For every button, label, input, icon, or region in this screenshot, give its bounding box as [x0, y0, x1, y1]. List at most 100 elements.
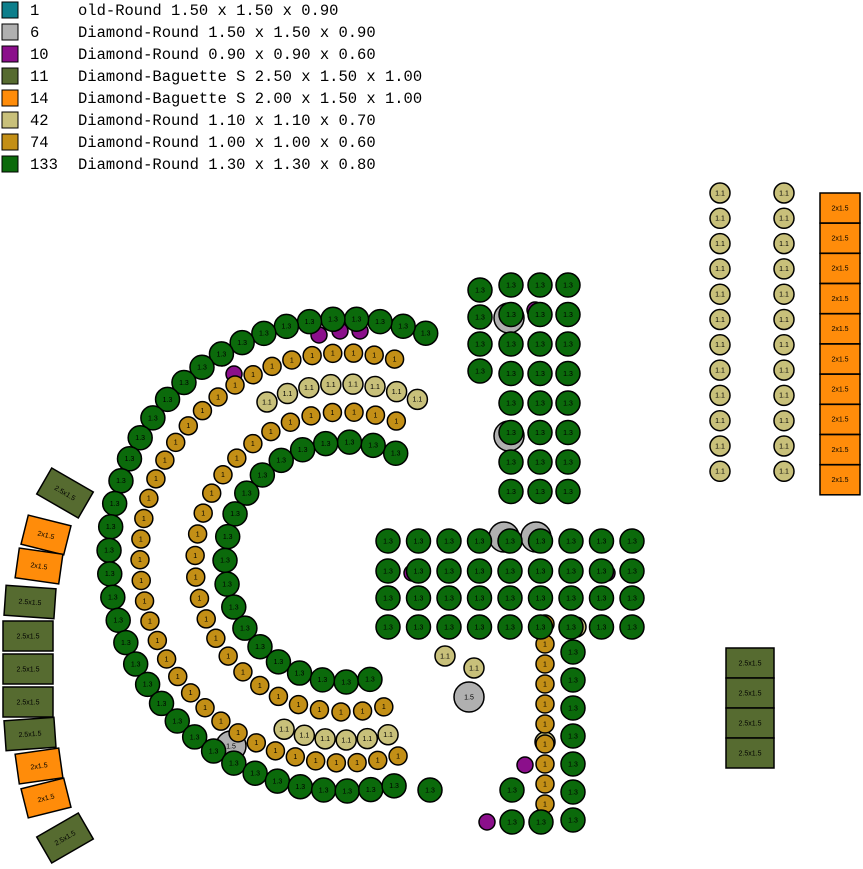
stone — [250, 675, 270, 696]
stone — [368, 750, 388, 771]
stone — [535, 734, 555, 754]
stone — [436, 614, 462, 640]
baguette: 2x1.5 — [20, 514, 72, 556]
stone — [134, 508, 154, 529]
stone — [535, 754, 555, 774]
stone-label: 1 — [543, 721, 547, 728]
stone-label: 1.3 — [366, 787, 376, 794]
stone-label: 1 — [297, 702, 301, 709]
stone-label: 1.3 — [536, 624, 546, 631]
legend-swatch — [1, 23, 19, 41]
stone-label: 1.3 — [505, 595, 515, 602]
stone-label: 1.3 — [108, 595, 118, 602]
legend-count: 10 — [30, 46, 49, 64]
stone-label: 1 — [543, 661, 547, 668]
stone-label: 2.5x1.5 — [17, 633, 40, 640]
stone — [273, 718, 295, 741]
stone-label: 1.3 — [104, 548, 114, 555]
stone-label: 1.1 — [715, 266, 725, 273]
stone-label: 1.1 — [779, 342, 789, 349]
stone-label: 1.1 — [779, 266, 789, 273]
stone — [453, 681, 485, 713]
stone-label: 1.3 — [295, 784, 305, 791]
stone-label: 2x1.5 — [831, 326, 848, 333]
stone-label: 1.3 — [341, 679, 351, 686]
stone — [773, 207, 795, 230]
stone — [535, 714, 555, 734]
stone-label: 1 — [241, 669, 245, 676]
stone-label: 1.3 — [505, 538, 515, 545]
stone — [535, 694, 555, 714]
stone — [725, 737, 775, 769]
stone — [405, 614, 432, 640]
stone — [134, 591, 155, 611]
stone-label: 1 — [176, 674, 180, 681]
stone-label: 1.1 — [715, 190, 725, 197]
stone-label: 1.1 — [779, 317, 789, 324]
stone — [286, 660, 313, 686]
stone-label: 2.5x1.5 — [739, 750, 762, 757]
stone — [293, 724, 316, 747]
stone-label: 1.3 — [229, 761, 239, 768]
stone — [381, 773, 407, 799]
stone — [193, 503, 213, 523]
stone-label: 1.3 — [536, 568, 546, 575]
stone-label: 1 — [155, 638, 159, 645]
stone — [535, 674, 555, 694]
stone — [497, 558, 523, 584]
stone-label: 1.3 — [535, 312, 545, 319]
stone — [228, 723, 248, 743]
stone-label: 1 — [189, 690, 193, 697]
stone-label: 1 — [543, 801, 547, 808]
stone-label: 1.3 — [295, 670, 305, 677]
stone-label: 1 — [251, 441, 255, 448]
stone — [365, 405, 386, 425]
stone — [497, 585, 523, 611]
stone-label: 1.3 — [421, 331, 431, 338]
baguette: 2x1.5 — [819, 464, 861, 496]
stone-label: 1.3 — [342, 788, 352, 795]
stone-label: 1.3 — [506, 312, 516, 319]
stone — [127, 425, 153, 451]
stone — [130, 550, 150, 570]
stone-label: 1.3 — [425, 787, 435, 794]
stone — [213, 464, 233, 485]
legend-description: Diamond-Round 1.00 x 1.00 x 0.60 — [78, 134, 376, 152]
stone — [555, 478, 581, 505]
stone-label: 1.3 — [255, 644, 265, 651]
stone — [709, 182, 731, 204]
stone-label: 1 — [543, 761, 547, 768]
stone-label: 1.3 — [240, 626, 250, 633]
stone-label: 1 — [374, 412, 378, 419]
stone-label: 1.3 — [274, 659, 284, 666]
stone-label: 1.3 — [507, 819, 517, 826]
stone-label: 1 — [203, 705, 207, 712]
stone — [375, 585, 401, 611]
stone — [385, 380, 408, 403]
stone — [189, 588, 210, 609]
stone — [180, 683, 201, 703]
baguette: 2x1.5 — [20, 777, 72, 819]
stone-label: 1.5 — [464, 694, 474, 701]
legend-count: 133 — [30, 156, 58, 174]
baguette: 2.5x1.5 — [725, 647, 775, 679]
stone — [498, 360, 524, 387]
stone-label: 1 — [393, 356, 397, 363]
stone — [134, 671, 161, 698]
baguette: 2x1.5 — [819, 222, 861, 254]
stone — [221, 594, 247, 620]
legend-description: Diamond-Baguette S 2.50 x 1.50 x 1.00 — [78, 68, 422, 86]
stone-label: 1.3 — [383, 624, 393, 631]
stone-label: 1.3 — [568, 733, 578, 740]
stone — [225, 375, 245, 395]
stone-label: 1 — [339, 709, 343, 716]
baguette: 2.5x1.5 — [35, 811, 95, 865]
stone-label: 1.3 — [217, 351, 227, 358]
stone — [14, 547, 64, 585]
stone-label: 1 — [314, 758, 318, 765]
stone-label: 1.1 — [779, 216, 789, 223]
stone-label: 1.3 — [506, 430, 516, 437]
stone-label: 1.1 — [715, 241, 725, 248]
stone — [113, 629, 139, 656]
stone — [377, 723, 399, 746]
